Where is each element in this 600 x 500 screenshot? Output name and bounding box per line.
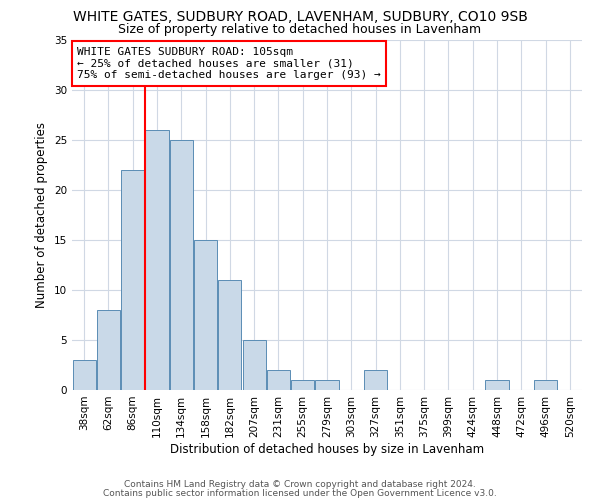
Text: Contains public sector information licensed under the Open Government Licence v3: Contains public sector information licen… [103,488,497,498]
Bar [97,310,120,390]
Bar [194,240,217,390]
X-axis label: Distribution of detached houses by size in Lavenham: Distribution of detached houses by size … [170,442,484,456]
Bar [145,130,169,390]
Bar [242,340,266,390]
Bar [73,360,95,390]
Text: Size of property relative to detached houses in Lavenham: Size of property relative to detached ho… [118,22,482,36]
Bar [291,380,314,390]
Y-axis label: Number of detached properties: Number of detached properties [35,122,49,308]
Bar [316,380,338,390]
Text: Contains HM Land Registry data © Crown copyright and database right 2024.: Contains HM Land Registry data © Crown c… [124,480,476,489]
Bar [121,170,144,390]
Bar [364,370,387,390]
Text: WHITE GATES, SUDBURY ROAD, LAVENHAM, SUDBURY, CO10 9SB: WHITE GATES, SUDBURY ROAD, LAVENHAM, SUD… [73,10,527,24]
Bar [170,140,193,390]
Bar [267,370,290,390]
Bar [534,380,557,390]
Bar [218,280,241,390]
Bar [485,380,509,390]
Text: WHITE GATES SUDBURY ROAD: 105sqm
← 25% of detached houses are smaller (31)
75% o: WHITE GATES SUDBURY ROAD: 105sqm ← 25% o… [77,47,381,80]
